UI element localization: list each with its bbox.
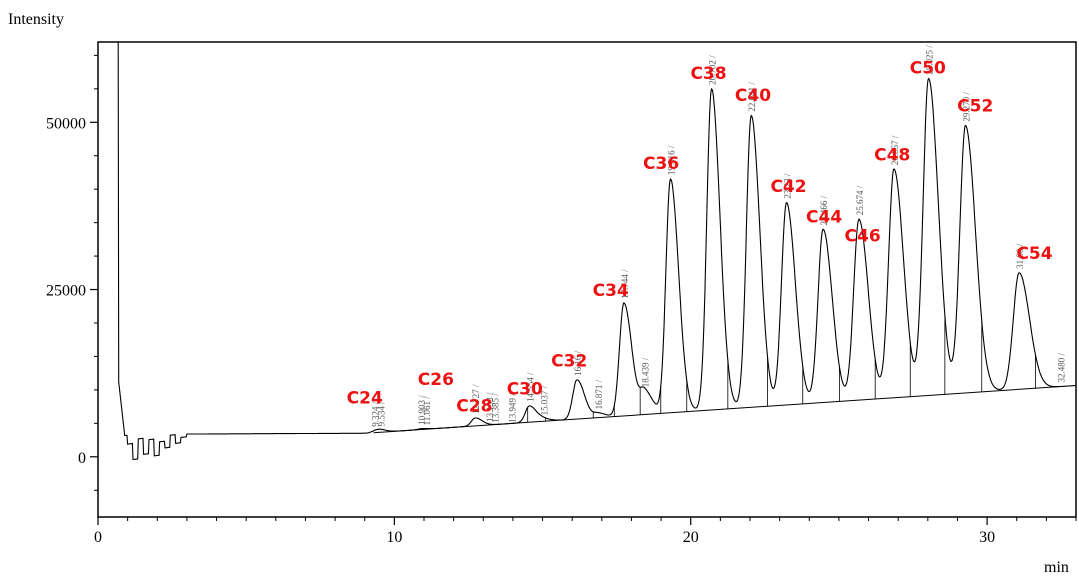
peak-rt-label: 18.439 / [640,357,650,387]
baseline-layer [373,315,1078,434]
peak-rt-label: 11.061 / [422,396,432,426]
peak-rt-label: 20.702 / [708,55,718,85]
peak-annotation: C26 [418,370,454,390]
peak-annotation: C42 [770,177,806,197]
peak-rt-label: 28.025 / [925,45,935,75]
peak-rt-label: 14.554 / [525,372,535,402]
x-tick-label: 0 [94,529,102,546]
peak-rt-label: 32.480 / [1057,353,1067,383]
peak-annotation: C48 [874,145,910,165]
peak-annotation: C38 [690,64,726,84]
peak-rt-label: 13.949 / [507,393,517,423]
peak-annotation: C50 [910,58,946,78]
y-axis-title: Intensity [8,11,64,28]
peak-rt-label: 16.16 / [573,350,583,376]
peak-rt-label: 10.903 / [417,395,427,425]
peak-rt-label: 17.744 / [620,269,630,299]
peak-annotation: C44 [806,208,842,228]
retention-time-labels: 9.324 /9.534 / 10.903 /11.061 / 12.727 / 13… [370,45,1066,427]
peak-rt-label: 29.270 / [961,92,971,122]
y-tick-label: 0 [78,450,86,467]
peak-rt-label: 9.324 / [370,401,380,427]
peak-rt-label: 23.23 / [782,173,792,199]
peak-rt-label: 16.871 / [594,379,604,409]
peak-rt-label: 31.08 / [1015,243,1025,268]
peak-rt-label: 24.466 / [819,195,829,225]
y-tick-label: 25000 [46,283,86,300]
x-tick-label: 30 [979,529,995,546]
integration-baseline [373,386,1061,434]
peak-annotation: C30 [507,380,543,400]
peak-rt-label: 13.385 / [491,393,501,423]
peak-annotation: C54 [1016,244,1052,264]
peak-rt-label: 22.041 / [747,82,757,112]
peak-rt-label: 26.857 / [890,135,900,165]
peak-rt-label: 9.534 / [377,401,387,427]
peak-rt-label: 13.193 / [485,392,495,422]
peak-annotation: C32 [551,351,587,371]
x-tick-label: 20 [683,529,699,546]
x-axis-title: min [1044,559,1069,576]
plot-frame [97,41,1077,518]
peak-annotation: C46 [845,226,881,246]
signal-trace [115,41,1076,461]
peak-rt-label: 12.727 / [471,384,481,414]
y-tick-label: 50000 [46,115,86,132]
peak-rt-label: 15.037 / [540,385,550,415]
peak-annotation: C24 [347,388,383,408]
peak-annotation: C28 [456,396,492,416]
x-tick-label: 10 [386,529,402,546]
peak-annotation: C34 [593,281,629,301]
peak-annotation: C36 [643,154,679,174]
peak-rt-label: 25.674 / [855,185,865,215]
axes-layer: 0 10 20 30 0 25000 50000 [46,41,1077,546]
peak-annotation: C40 [735,86,771,106]
peak-annotation: C52 [957,97,993,117]
peak-rt-label: 19.316 / [666,145,676,175]
trace-layer [115,41,1076,461]
